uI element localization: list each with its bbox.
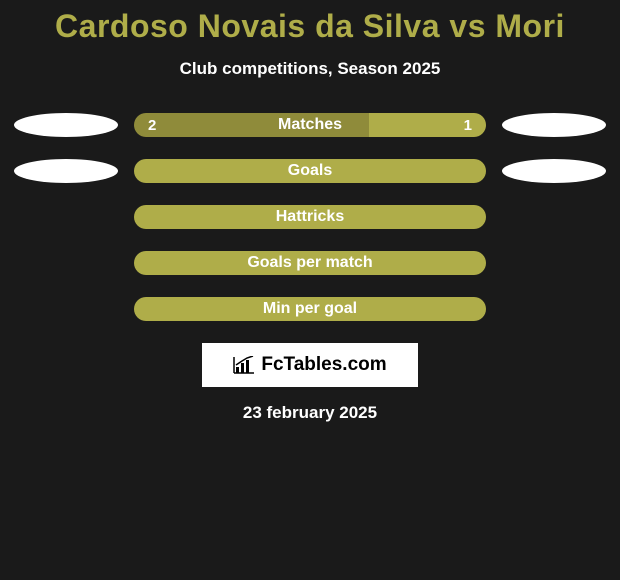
side-spacer [14,205,118,229]
player-right-marker [502,159,606,183]
stat-bar: Goals per match [134,251,486,275]
stat-bar: 21Matches [134,113,486,137]
date-text: 23 february 2025 [0,403,620,423]
comparison-row: Hattricks [0,205,620,229]
stat-bar: Hattricks [134,205,486,229]
logo-text: FcTables.com [261,354,386,376]
page-title: Cardoso Novais da Silva vs Mori [0,0,620,45]
stat-bar: Min per goal [134,297,486,321]
side-spacer [502,251,606,275]
comparison-row: 21Matches [0,113,620,137]
bar-label: Goals per match [134,251,486,275]
comparison-rows: 21Matches Goals Hattricks Goals per match Mi… [0,113,620,321]
bar-label: Min per goal [134,297,486,321]
side-spacer [502,297,606,321]
logo-box: FcTables.com [202,343,418,387]
side-spacer [14,251,118,275]
chart-icon [233,356,255,374]
page-subtitle: Club competitions, Season 2025 [0,59,620,79]
player-left-marker [14,113,118,137]
comparison-row: Min per goal [0,297,620,321]
player-right-marker [502,113,606,137]
side-spacer [14,297,118,321]
stat-bar: Goals [134,159,486,183]
bar-label: Goals [134,159,486,183]
side-spacer [502,205,606,229]
comparison-row: Goals per match [0,251,620,275]
bar-label: Matches [134,113,486,137]
player-left-marker [14,159,118,183]
bar-label: Hattricks [134,205,486,229]
comparison-row: Goals [0,159,620,183]
